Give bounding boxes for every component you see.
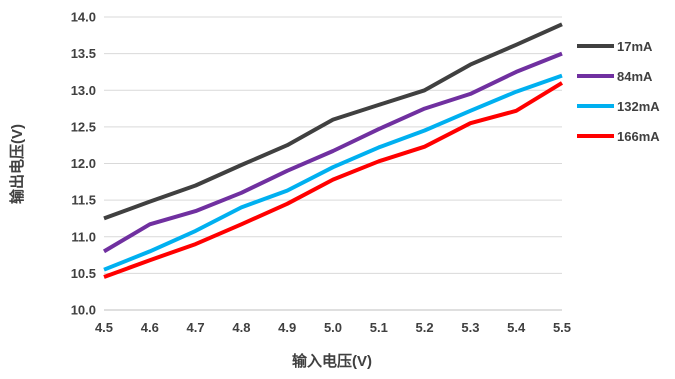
x-tick-label: 4.5 — [95, 320, 113, 335]
series-line-17mA — [103, 22, 563, 221]
axis-layer: 10.0 10.5 11.0 11.5 12.0 12.5 13.0 13.5 14.0 4.5 4… — [71, 10, 571, 336]
grid-layer — [104, 16, 562, 311]
y-axis-title: 输出电压(V) — [8, 124, 26, 204]
x-tick-label: 4.8 — [232, 320, 250, 335]
legend-label-132mA: 132mA — [617, 99, 660, 114]
y-tick-label: 12.0 — [71, 156, 96, 171]
x-tick-label: 5.2 — [416, 320, 434, 335]
legend: 17mA 84mA 132mA 166mA — [577, 39, 660, 144]
x-tick-label: 5.1 — [370, 320, 388, 335]
y-tick-label: 10.0 — [71, 303, 96, 318]
series-line-166mA — [103, 81, 564, 279]
y-tick-label: 13.5 — [71, 46, 96, 61]
y-tick-label: 11.0 — [71, 229, 96, 244]
series-line-132mA — [103, 73, 563, 272]
series-layer — [102, 22, 564, 279]
x-tick-label: 4.9 — [278, 320, 296, 335]
y-tick-label: 11.5 — [71, 193, 96, 208]
legend-label-17mA: 17mA — [617, 39, 653, 54]
x-tick-label: 5.5 — [553, 320, 571, 335]
legend-label-84mA: 84mA — [617, 69, 653, 84]
y-tick-label: 14.0 — [71, 10, 96, 25]
x-axis-title: 输入电压(V) — [292, 352, 372, 370]
x-tick-label: 5.0 — [324, 320, 342, 335]
x-tick-label: 5.3 — [461, 320, 479, 335]
x-tick-label: 4.7 — [187, 320, 205, 335]
series-line-84mA — [102, 51, 563, 254]
y-tick-label: 12.5 — [71, 119, 96, 134]
y-tick-label: 10.5 — [71, 266, 96, 281]
y-tick-label: 13.0 — [71, 83, 96, 98]
x-tick-label: 4.6 — [141, 320, 159, 335]
x-tick-label: 5.4 — [507, 320, 526, 335]
legend-label-166mA: 166mA — [617, 129, 660, 144]
